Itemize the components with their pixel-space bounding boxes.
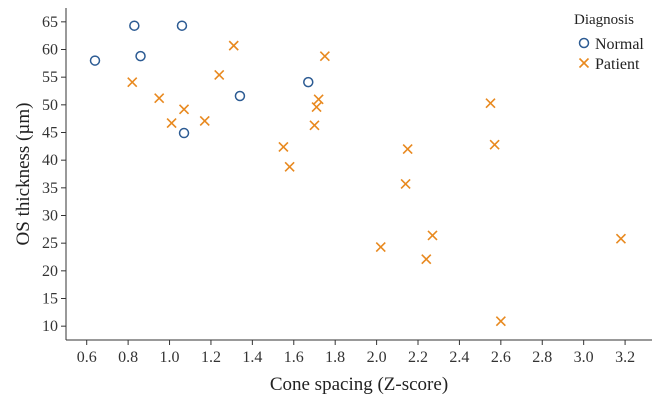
patient-point: [284, 161, 295, 172]
y-axis: 10 15 20 25 30 35 40 45 50 55 60 65: [42, 8, 67, 340]
data-points: [89, 20, 627, 327]
y-tick-label: 15: [42, 291, 58, 308]
y-tick-label: 35: [42, 180, 58, 197]
x-axis: 0.6 0.8 1.0 1.2 1.4 1.6 1.8 2.0 2.2 2.4 2.6 2.8 3.0 3…: [66, 339, 652, 366]
x-tick-label: 2.0: [367, 349, 387, 366]
legend: Diagnosis Normal Patient: [574, 12, 644, 73]
patient-point: [427, 230, 438, 241]
patient-point: [278, 141, 289, 152]
legend-title: Diagnosis: [574, 12, 634, 28]
y-tick-label: 20: [42, 263, 58, 280]
y-tick-label: 30: [42, 208, 58, 225]
patient-point: [402, 144, 413, 155]
patient-point: [311, 101, 322, 113]
patient-point: [178, 104, 190, 115]
patient-point: [400, 178, 411, 190]
normal-point: [129, 20, 140, 31]
normal-point: [176, 20, 188, 31]
x-tick-label: 3.0: [574, 349, 594, 366]
y-tick-label: 60: [42, 42, 58, 59]
patient-point: [214, 69, 225, 81]
patient-point: [489, 139, 500, 150]
x-tick-label: 2.4: [449, 349, 469, 366]
patient-point: [228, 40, 239, 51]
patient-point: [166, 118, 177, 129]
legend-label-patient: Patient: [595, 56, 640, 73]
x-tick-label: 2.6: [491, 349, 511, 366]
y-tick-label: 10: [42, 318, 58, 335]
y-tick-label: 40: [42, 152, 58, 169]
normal-point: [89, 55, 101, 66]
normal-legend-marker: [578, 37, 590, 49]
patient-point: [615, 233, 627, 244]
x-tick-label: 1.0: [160, 349, 180, 366]
x-tick-label: 1.2: [201, 349, 221, 366]
y-tick-label: 65: [42, 14, 58, 31]
patient-point: [421, 254, 432, 265]
x-tick-label: 2.8: [532, 349, 552, 366]
x-tick-label: 1.8: [325, 349, 345, 366]
patient-point: [375, 241, 386, 253]
y-axis-title: OS thickness (µm): [13, 103, 34, 246]
legend-label-normal: Normal: [595, 36, 644, 53]
legend-items: Normal Patient: [578, 36, 644, 73]
patient-point: [495, 316, 506, 327]
patient-legend-marker: [578, 57, 590, 69]
x-tick-label: 2.2: [408, 349, 428, 366]
patient-point: [485, 98, 496, 109]
x-tick-label: 0.8: [118, 349, 138, 366]
patient-point: [154, 93, 165, 104]
normal-point: [234, 90, 246, 102]
x-tick-label: 1.6: [284, 349, 304, 366]
patient-point: [199, 115, 210, 126]
x-tick-label: 1.4: [242, 349, 262, 366]
patient-point: [313, 94, 324, 105]
normal-point: [135, 50, 146, 62]
x-tick-label: 3.2: [615, 349, 635, 366]
patient-point: [319, 51, 330, 62]
y-tick-label: 45: [42, 125, 58, 142]
normal-point: [303, 76, 314, 88]
y-tick-label: 25: [42, 235, 58, 252]
x-tick-label: 0.6: [77, 349, 97, 366]
patient-point: [309, 120, 320, 131]
patient-point: [127, 77, 138, 88]
y-tick-label: 50: [42, 97, 58, 114]
y-tick-label: 55: [42, 69, 58, 86]
normal-point: [178, 127, 190, 139]
x-axis-title: Cone spacing (Z-score): [270, 374, 448, 395]
